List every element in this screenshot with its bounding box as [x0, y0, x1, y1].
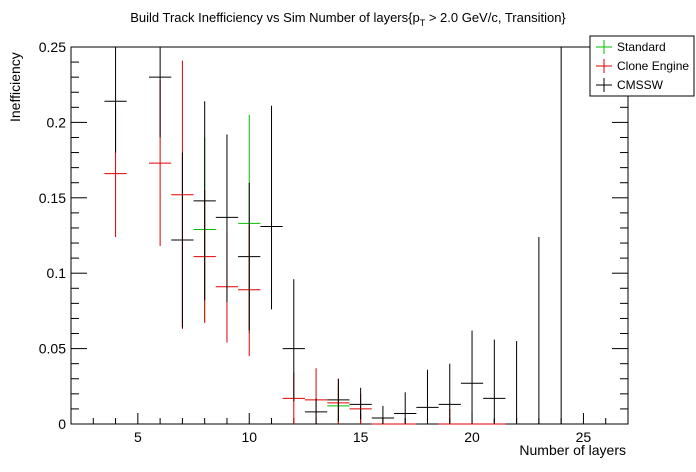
x-tick-label: 15: [353, 429, 369, 445]
x-tick-label: 20: [464, 429, 480, 445]
axis-ticks: 5 10 15 20 25 0 0.05 0.1 0.15 0.2 0.25: [39, 39, 629, 445]
legend-entry: Clone Engine: [596, 59, 689, 73]
x-tick-label: 5: [134, 429, 142, 445]
series-clone-engine: [104, 60, 506, 425]
y-tick-label: 0.25: [39, 39, 66, 55]
y-tick-label: 0.05: [39, 341, 66, 357]
legend-label: CMSSW: [617, 78, 664, 92]
x-axis-label: Number of layers: [519, 442, 626, 458]
data-marks: [104, 47, 573, 425]
legend-entry: CMSSW: [596, 78, 664, 92]
x-tick-label: 10: [241, 429, 257, 445]
legend: Standard Clone Engine CMSSW: [589, 35, 695, 97]
y-tick-label: 0: [58, 416, 66, 432]
legend-label: Clone Engine: [617, 59, 689, 73]
chart-title: Build Track Inefficiency vs Sim Number o…: [130, 10, 566, 28]
legend-entry: Standard: [596, 40, 666, 54]
y-tick-label: 0.2: [47, 114, 67, 130]
y-tick-label: 0.15: [39, 190, 66, 206]
legend-label: Standard: [617, 40, 666, 54]
series-cmssw: [104, 47, 573, 425]
y-tick-label: 0.1: [47, 265, 67, 281]
x-tick-label: 25: [576, 429, 592, 445]
y-axis-label: Inefficiency: [7, 52, 23, 122]
plot-frame: [70, 46, 629, 425]
